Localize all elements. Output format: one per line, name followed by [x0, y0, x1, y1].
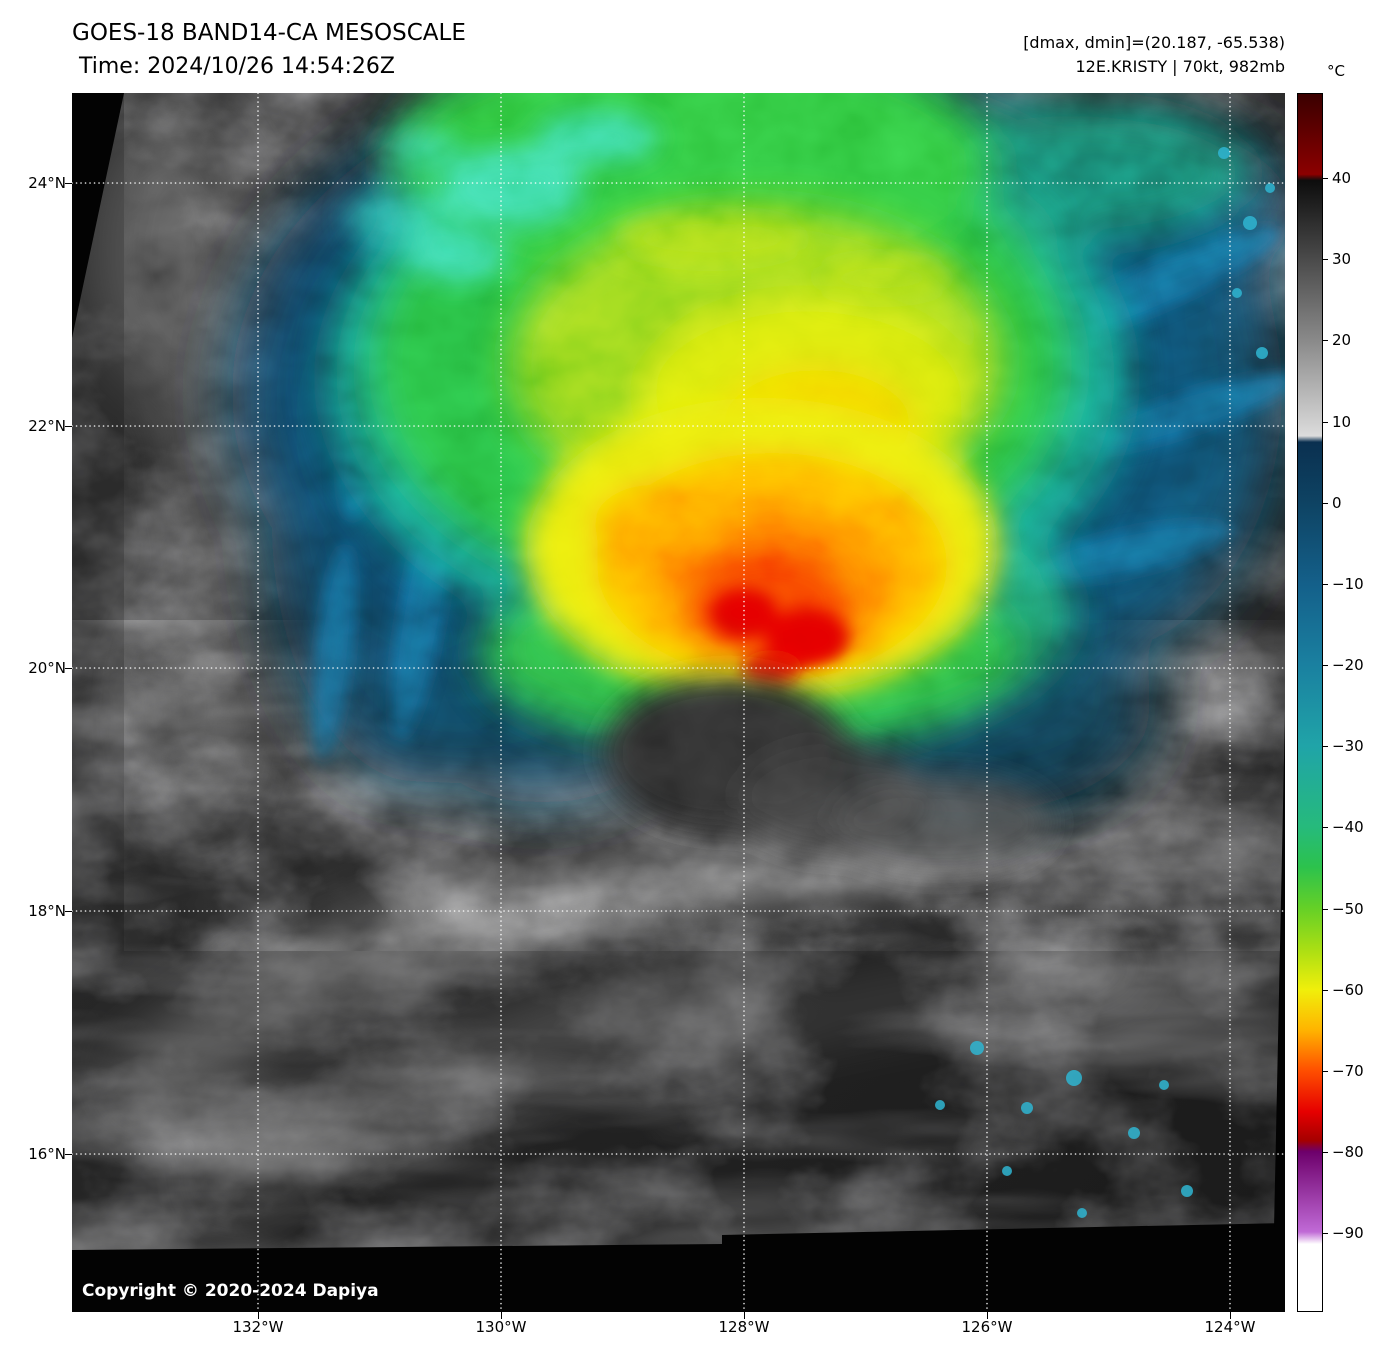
colorbar-tick-label: −80: [1332, 1143, 1364, 1161]
colorbar-tick-label: 0: [1332, 494, 1342, 512]
cloud-texture-overlay: [222, 93, 1202, 873]
colorbar-tick-mark: [1323, 827, 1328, 828]
colorbar-tick-mark: [1323, 990, 1328, 991]
axis-tick: [744, 1312, 745, 1319]
storm-info-label: 12E.KRISTY | 70kt, 982mb: [1075, 57, 1286, 76]
lon-label: 124°W: [1204, 1318, 1256, 1336]
colorbar-tick-label: −60: [1332, 981, 1364, 999]
colorbar-tick-label: 30: [1332, 250, 1352, 268]
axis-tick: [65, 183, 72, 184]
colorbar-tick-mark: [1323, 422, 1328, 423]
lat-label: 16°N: [28, 1145, 66, 1163]
lat-label: 22°N: [28, 417, 66, 435]
colorbar-tick-label: −10: [1332, 575, 1364, 593]
axis-tick: [65, 1154, 72, 1155]
cold-speck-clouds: [935, 147, 1275, 1218]
colorbar-gradient: [1298, 94, 1322, 1311]
axis-tick: [1230, 1312, 1231, 1319]
colorbar-tick-mark: [1323, 340, 1328, 341]
colorbar-tick-label: −30: [1332, 737, 1364, 755]
satellite-map-frame: [72, 93, 1285, 1312]
colorbar-tick-label: −40: [1332, 818, 1364, 836]
colorbar-tick-mark: [1323, 259, 1328, 260]
colorbar-tick-mark: [1323, 584, 1328, 585]
scan-edge-mask: [72, 93, 1285, 1312]
colorbar-tick-mark: [1323, 1152, 1328, 1153]
lat-label: 20°N: [28, 659, 66, 677]
axis-tick: [65, 668, 72, 669]
graticule-gridlines: [72, 93, 1285, 1312]
page-title: GOES-18 BAND14-CA MESOSCALE: [72, 20, 466, 46]
colorbar-tick-mark: [1323, 665, 1328, 666]
colorbar-tick-mark: [1323, 1233, 1328, 1234]
axis-tick: [65, 911, 72, 912]
axis-tick: [65, 426, 72, 427]
colorbar-tick-mark: [1323, 746, 1328, 747]
colorbar-tick-mark: [1323, 1071, 1328, 1072]
colorbar-tick-label: 40: [1332, 169, 1352, 187]
colorbar-tick-label: −20: [1332, 656, 1364, 674]
colorbar: [1297, 93, 1323, 1312]
axis-tick: [987, 1312, 988, 1319]
colorbar-tick-mark: [1323, 909, 1328, 910]
axis-tick: [501, 1312, 502, 1319]
lon-label: 130°W: [475, 1318, 527, 1336]
lon-label: 132°W: [232, 1318, 284, 1336]
lat-label: 18°N: [28, 902, 66, 920]
colorbar-tick-label: 10: [1332, 413, 1352, 431]
colorbar-tick-label: −90: [1332, 1224, 1364, 1242]
lon-label: 128°W: [718, 1318, 770, 1336]
copyright-watermark: Copyright © 2020-2024 Dapiya: [82, 1281, 379, 1301]
colorbar-tick-label: −70: [1332, 1062, 1364, 1080]
dmax-dmin-readout: [dmax, dmin]=(20.187, -65.538): [1023, 33, 1285, 52]
colorbar-tick-mark: [1323, 503, 1328, 504]
colorbar-unit-label: °C: [1327, 62, 1345, 80]
lon-label: 126°W: [961, 1318, 1013, 1336]
colorbar-tick-mark: [1323, 178, 1328, 179]
colorbar-tick-label: −50: [1332, 900, 1364, 918]
colorbar-tick-label: 20: [1332, 331, 1352, 349]
satellite-image: [72, 93, 1285, 1312]
timestamp-label: Time: 2024/10/26 14:54:26Z: [79, 54, 395, 79]
axis-tick: [258, 1312, 259, 1319]
lat-label: 24°N: [28, 174, 66, 192]
